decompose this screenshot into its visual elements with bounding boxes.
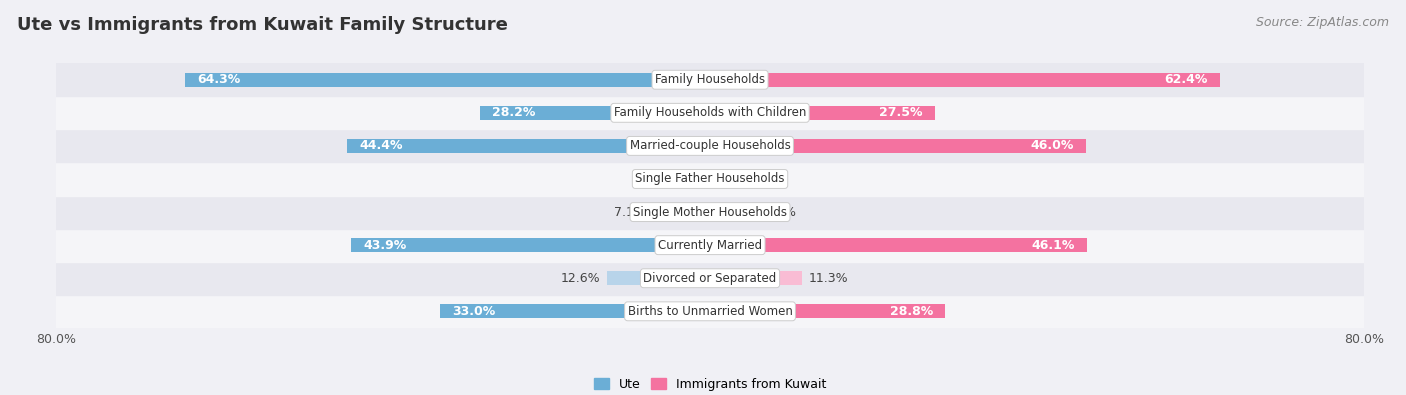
- Bar: [39, 261, 1381, 295]
- Bar: [607, 271, 710, 285]
- Legend: Ute, Immigrants from Kuwait: Ute, Immigrants from Kuwait: [589, 373, 831, 395]
- Text: Family Households: Family Households: [655, 73, 765, 86]
- Text: Currently Married: Currently Married: [658, 239, 762, 252]
- Text: 64.3%: 64.3%: [197, 73, 240, 86]
- Text: 7.1%: 7.1%: [613, 205, 645, 218]
- Bar: [710, 238, 1087, 252]
- Bar: [710, 271, 803, 285]
- Bar: [686, 172, 710, 186]
- Text: Divorced or Separated: Divorced or Separated: [644, 272, 776, 285]
- Bar: [710, 139, 1085, 153]
- Text: 2.1%: 2.1%: [734, 173, 765, 186]
- Text: 33.0%: 33.0%: [453, 305, 496, 318]
- Text: 12.6%: 12.6%: [561, 272, 600, 285]
- Text: Single Father Households: Single Father Households: [636, 173, 785, 186]
- Bar: [710, 172, 727, 186]
- Text: 3.0%: 3.0%: [647, 173, 679, 186]
- Bar: [39, 295, 1381, 328]
- Bar: [710, 106, 935, 120]
- Text: Source: ZipAtlas.com: Source: ZipAtlas.com: [1256, 16, 1389, 29]
- Text: Married-couple Households: Married-couple Households: [630, 139, 790, 152]
- Bar: [479, 106, 710, 120]
- Bar: [39, 229, 1381, 261]
- Text: Ute vs Immigrants from Kuwait Family Structure: Ute vs Immigrants from Kuwait Family Str…: [17, 16, 508, 34]
- Bar: [652, 205, 710, 219]
- Text: 43.9%: 43.9%: [364, 239, 406, 252]
- Text: 11.3%: 11.3%: [808, 272, 849, 285]
- Text: 44.4%: 44.4%: [360, 139, 404, 152]
- Bar: [39, 196, 1381, 229]
- Bar: [39, 162, 1381, 196]
- Bar: [440, 305, 710, 318]
- Bar: [39, 63, 1381, 96]
- Text: Births to Unmarried Women: Births to Unmarried Women: [627, 305, 793, 318]
- Text: Single Mother Households: Single Mother Households: [633, 205, 787, 218]
- Bar: [39, 130, 1381, 162]
- Text: 46.1%: 46.1%: [1031, 239, 1074, 252]
- Text: 62.4%: 62.4%: [1164, 73, 1208, 86]
- Bar: [347, 139, 710, 153]
- Text: 28.8%: 28.8%: [890, 305, 934, 318]
- Text: Family Households with Children: Family Households with Children: [614, 106, 806, 119]
- Bar: [710, 73, 1220, 87]
- Bar: [184, 73, 710, 87]
- Text: 28.2%: 28.2%: [492, 106, 536, 119]
- Bar: [710, 205, 758, 219]
- Text: 27.5%: 27.5%: [879, 106, 922, 119]
- Text: 46.0%: 46.0%: [1031, 139, 1074, 152]
- Text: 5.8%: 5.8%: [763, 205, 796, 218]
- Bar: [39, 96, 1381, 130]
- Bar: [352, 238, 710, 252]
- Bar: [710, 305, 945, 318]
